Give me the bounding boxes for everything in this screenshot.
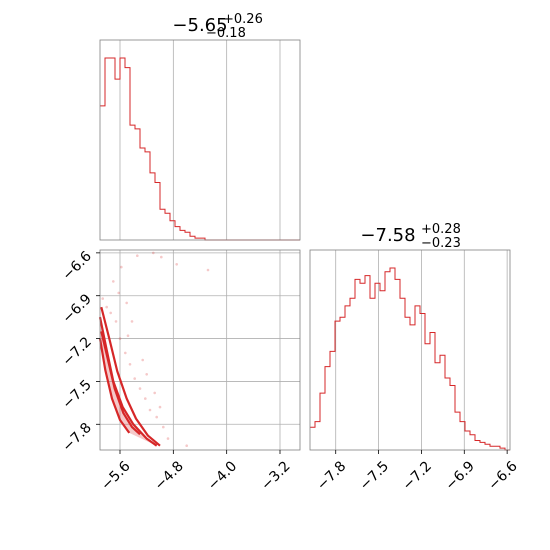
joint-xtick-label-3: −3.2: [258, 458, 293, 493]
joint-ytick-label-1: −6.9: [59, 291, 94, 326]
scatter-point: [153, 391, 156, 395]
joint-xtick-label-1: −4.8: [152, 458, 187, 493]
hist2-xtick-label-3: −6.9: [443, 458, 478, 493]
hist2-xtick-label-2: −7.2: [400, 458, 435, 493]
scatter-point: [112, 280, 115, 283]
scatter-point: [148, 408, 152, 412]
scatter-point: [185, 444, 188, 448]
hist-panel-param2: −7.8 −7.5 −7.2 −6.9 −6.6 −7.58 +0.28 −0.23: [309, 222, 521, 494]
title-param1-plus: +0.26: [223, 12, 263, 27]
joint-panel: −6.6 −6.9 −7.2 −7.5 −7.8 −5.6 −4.8 −4.0 −3.2: [59, 248, 301, 494]
scatter-point: [141, 358, 144, 362]
scatter-point: [133, 377, 136, 380]
scatter-point: [130, 320, 134, 323]
title-param1-minus: −0.18: [206, 26, 246, 41]
joint-ytick-label-4: −7.8: [59, 420, 94, 455]
scatter-point: [128, 363, 132, 366]
hist-panel-param2-frame: [309, 249, 511, 451]
scatter-point: [114, 320, 118, 323]
scatter-point: [117, 291, 120, 295]
contour-line-2: [100, 306, 161, 447]
scatter-point: [206, 268, 210, 272]
joint-ytick-label-3: −7.5: [59, 377, 94, 412]
scatter-point: [155, 415, 158, 419]
scatter-point: [109, 311, 112, 315]
scatter-point: [145, 373, 148, 376]
scatter-point: [125, 301, 128, 305]
hist2-xtick-label-0: −7.8: [314, 458, 349, 493]
joint-panel-frame: [99, 249, 301, 451]
scatter-point: [138, 387, 142, 390]
joint-ytick-label-0: −6.6: [59, 248, 94, 283]
title-param2-median: −7.58: [360, 225, 415, 246]
scatter-point: [124, 351, 127, 355]
scatter-point: [144, 397, 147, 400]
hist-line-param2: [310, 267, 510, 451]
contour-line-3: [98, 338, 131, 434]
contour-line-1: [98, 316, 158, 447]
hist-line-param1: [100, 57, 300, 241]
title-param2-minus: −0.23: [421, 236, 461, 251]
joint-xtick-label-2: −4.0: [205, 458, 240, 493]
scatter-point: [162, 425, 165, 429]
hist2-xtick-label-1: −7.5: [357, 458, 392, 493]
title-param1-median: −5.65: [172, 15, 227, 36]
scatter-point: [118, 337, 122, 340]
scatter-point: [126, 334, 130, 338]
hist-panel-param1: −5.65 +0.26 −0.18: [99, 12, 301, 241]
hist-panel-param1-frame: [99, 39, 301, 241]
joint-ytick-label-2: −7.2: [59, 334, 94, 369]
title-param1: −5.65: [172, 15, 227, 36]
scatter-point: [166, 437, 170, 440]
title-param2: −7.58: [360, 225, 415, 246]
scatter-point: [136, 254, 139, 257]
scatter-point: [101, 297, 104, 300]
scatter-point: [120, 265, 123, 269]
title-param2-plus: +0.28: [421, 222, 461, 237]
scatter-point: [175, 263, 178, 266]
scatter-point: [160, 255, 163, 259]
scatter-point: [152, 251, 155, 255]
scatter-point: [105, 305, 108, 309]
joint-xtick-label-0: −5.6: [98, 458, 133, 493]
scatter-point: [158, 405, 162, 409]
hist2-xtick-label-4: −6.6: [485, 458, 520, 493]
